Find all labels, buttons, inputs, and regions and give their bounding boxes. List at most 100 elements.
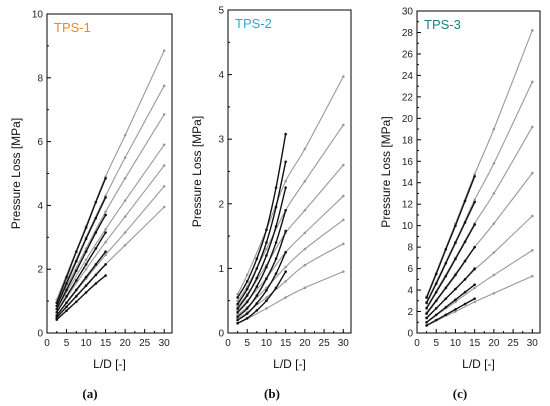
data-point (84, 284, 88, 288)
data-point (425, 324, 428, 327)
data-point (274, 257, 278, 261)
data-point (274, 241, 278, 244)
series-line-dark (237, 210, 287, 313)
data-point (265, 265, 268, 269)
data-point (104, 196, 107, 199)
data-point (255, 309, 259, 312)
y-tick-label: 2 (407, 307, 413, 318)
data-point (434, 307, 438, 310)
data-point (84, 263, 88, 266)
data-point (104, 263, 107, 266)
data-point (84, 258, 88, 261)
data-point (245, 294, 249, 297)
y-tick-label: 14 (402, 178, 414, 189)
series-line-dark (237, 187, 287, 309)
data-point (473, 223, 476, 226)
data-point (492, 162, 496, 165)
data-point (425, 312, 428, 315)
data-point (123, 199, 127, 202)
data-point (463, 240, 467, 244)
data-point (162, 164, 166, 167)
data-point (531, 274, 534, 278)
data-point (245, 312, 249, 315)
y-tick-label: 26 (402, 49, 414, 60)
x-tick-label: 30 (159, 338, 171, 349)
data-point (236, 311, 239, 314)
data-point (255, 276, 259, 280)
data-point (162, 184, 166, 188)
data-point (454, 287, 457, 291)
y-tick-label: 5 (218, 6, 224, 17)
data-point (265, 228, 268, 231)
data-point (454, 308, 457, 311)
data-point (236, 292, 239, 296)
data-point (463, 221, 467, 224)
y-tick-label: 0 (37, 329, 43, 340)
data-point (463, 278, 467, 281)
data-point (84, 267, 88, 271)
y-axis-title: Pressure Loss [MPa] (9, 118, 23, 229)
data-point (342, 163, 345, 167)
data-point (444, 305, 448, 309)
data-point (94, 216, 98, 220)
data-point (265, 299, 268, 303)
y-tick-label: 2 (218, 199, 224, 210)
x-tick-label: 20 (299, 338, 311, 349)
data-point (473, 172, 476, 176)
data-point (303, 263, 307, 267)
data-point (454, 273, 457, 277)
data-point (245, 300, 249, 304)
series-line-gray (237, 124, 344, 302)
data-point (284, 265, 287, 269)
x-tick-label: 15 (100, 338, 112, 349)
data-point (55, 310, 59, 314)
data-point (492, 273, 496, 277)
data-point (473, 286, 476, 290)
data-point (454, 257, 457, 261)
series-line-gray (426, 126, 533, 308)
x-tick-label: 25 (319, 338, 331, 349)
data-point (74, 279, 78, 282)
data-point (104, 210, 107, 214)
x-tick-label: 0 (414, 338, 420, 349)
data-point (425, 301, 428, 305)
y-tick-label: 3 (218, 135, 224, 146)
y-axis-title: Pressure Loss [MPa] (379, 116, 393, 227)
data-point (274, 205, 278, 209)
y-tick-label: 4 (407, 286, 413, 297)
data-point (303, 247, 307, 251)
data-point (104, 253, 107, 257)
data-point (65, 295, 68, 298)
data-point (74, 250, 78, 253)
data-point (65, 282, 68, 285)
data-point (65, 275, 68, 279)
x-tick-label: 20 (488, 338, 500, 349)
series-line-dark (56, 197, 107, 307)
data-point (473, 174, 476, 178)
data-point (434, 318, 438, 322)
data-point (84, 226, 88, 230)
data-point (284, 280, 287, 283)
panel-caption: (c) (453, 386, 467, 401)
x-tick-label: 0 (44, 338, 50, 349)
x-tick-label: 10 (81, 338, 93, 349)
panel-caption: (b) (264, 386, 280, 401)
data-point (473, 198, 476, 202)
data-point (425, 320, 428, 324)
x-tick-label: 20 (120, 338, 132, 349)
data-point (104, 240, 107, 244)
data-point (492, 192, 496, 195)
data-point (473, 200, 476, 204)
data-point (425, 307, 428, 310)
data-point (454, 298, 457, 302)
data-point (284, 160, 287, 164)
data-point (236, 307, 239, 310)
data-point (245, 280, 249, 283)
x-tick-label: 30 (527, 338, 539, 349)
data-point (104, 176, 107, 180)
data-point (236, 322, 239, 325)
data-point (342, 194, 345, 198)
data-point (94, 273, 98, 277)
series-line-dark (56, 251, 107, 316)
x-tick-label: 5 (433, 338, 439, 349)
